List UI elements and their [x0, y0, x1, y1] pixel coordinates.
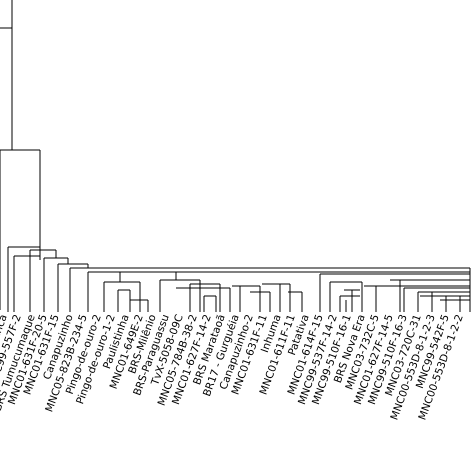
dendrogram-branches [0, 0, 471, 312]
